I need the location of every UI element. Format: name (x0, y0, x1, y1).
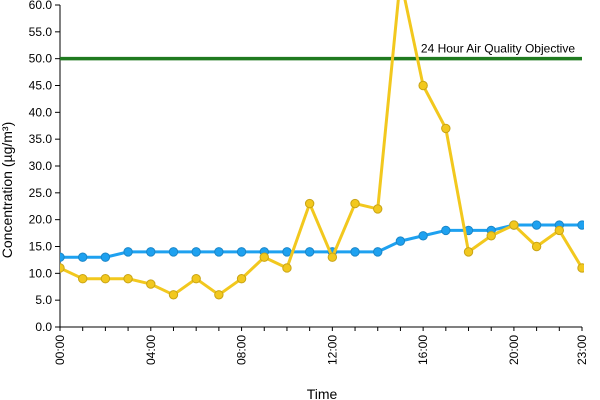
data-point (100, 252, 111, 262)
data-point (418, 80, 428, 91)
data-point (146, 279, 156, 289)
data-point (168, 290, 179, 300)
x-tick-label: 00:00 (53, 335, 67, 365)
data-point (441, 123, 451, 134)
data-point (509, 220, 519, 230)
data-point (373, 247, 383, 257)
y-tick-label: 50.0 (29, 52, 53, 66)
data-point (60, 252, 65, 262)
data-point (304, 198, 315, 209)
series-1 (60, 220, 584, 262)
data-point (123, 247, 133, 257)
y-tick-label: 45.0 (29, 79, 53, 93)
x-tick-label: 04:00 (144, 335, 158, 365)
y-tick-label: 40.0 (29, 105, 53, 119)
data-point (463, 247, 474, 257)
data-point (77, 252, 88, 262)
data-point (554, 225, 565, 236)
objective-label: 24 Hour Air Quality Objective (421, 42, 575, 56)
data-point (214, 290, 224, 300)
data-point (486, 231, 496, 241)
data-point (168, 247, 179, 257)
data-point (60, 263, 65, 273)
data-point (191, 247, 201, 257)
y-tick-label: 15.0 (29, 240, 53, 254)
y-tick-label: 0.0 (35, 320, 52, 334)
data-point (327, 252, 338, 262)
data-point (441, 225, 451, 236)
x-tick-label: 16:00 (416, 335, 430, 365)
reference-line-group: 24 Hour Air Quality Objective (60, 42, 582, 61)
y-tick-label: 20.0 (29, 213, 53, 227)
x-axis-ticks: 00:00 04:00 08:00 12:00 16:00 20:00 23:00 (53, 327, 589, 365)
y-tick-label: 5.0 (35, 293, 52, 307)
data-point (146, 247, 156, 257)
series-group (60, 0, 584, 300)
y-tick-label: 55.0 (29, 25, 53, 39)
data-point (236, 274, 247, 284)
y-axis-title: Concentration (µg/m³) (0, 122, 15, 258)
x-axis-title: Time (307, 386, 338, 400)
data-point (373, 204, 383, 214)
y-tick-label: 10.0 (29, 266, 53, 280)
data-point (282, 263, 292, 273)
x-tick-label: 20:00 (507, 335, 521, 365)
x-tick-label: 08:00 (235, 335, 249, 365)
y-tick-label: 35.0 (29, 132, 53, 146)
y-tick-label: 30.0 (29, 159, 53, 173)
data-point (531, 220, 542, 230)
y-tick-label: 60.0 (29, 0, 53, 12)
x-tick-label: 23:00 (575, 335, 589, 365)
data-point (577, 220, 584, 230)
data-point (259, 252, 269, 262)
data-point (77, 274, 88, 284)
data-point (350, 198, 360, 209)
y-axis-ticks: 0.0 5.0 10.0 15.0 20.0 25.0 30.0 35.0 40.0 45.0 50… (29, 0, 60, 334)
data-point (191, 274, 201, 284)
data-point (395, 236, 406, 246)
series-2 (60, 0, 584, 300)
x-tick-label: 12:00 (325, 335, 339, 365)
data-point (236, 247, 247, 257)
y-tick-label: 25.0 (29, 186, 53, 200)
data-point (214, 247, 224, 257)
data-point (531, 241, 542, 252)
data-point (304, 247, 315, 257)
data-point (100, 274, 111, 284)
data-point (282, 247, 292, 257)
data-point (577, 263, 584, 273)
data-point (123, 274, 133, 284)
data-point (418, 231, 428, 241)
data-point (350, 247, 360, 257)
